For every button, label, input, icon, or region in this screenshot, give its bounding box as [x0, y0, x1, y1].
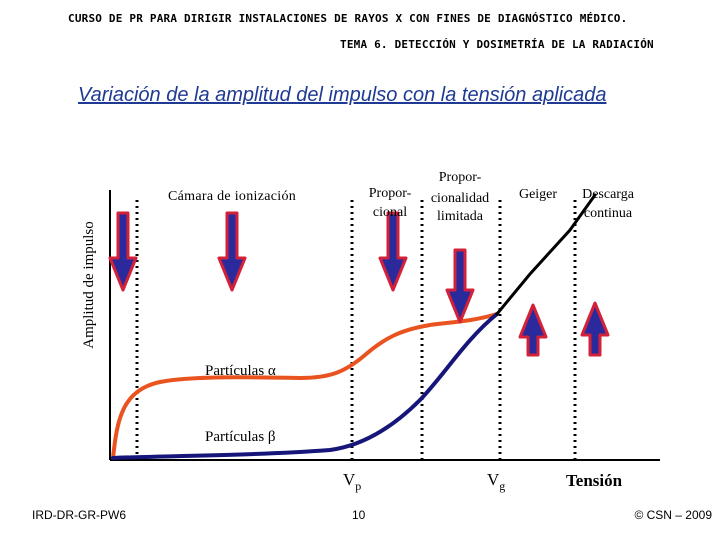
label-limited-2: cionalidad: [431, 191, 489, 206]
x-axis-label: Tensión: [566, 471, 623, 490]
arrow-up-discharge: [580, 301, 610, 357]
alpha-curve: [111, 312, 499, 460]
tick-vg-main: V: [487, 470, 500, 489]
y-axis-label: Amplitud de impulso: [81, 221, 97, 349]
copyright: © CSN – 2009: [634, 508, 712, 522]
tick-vg: Vg: [487, 470, 505, 493]
merged-curve: [495, 193, 597, 316]
arrow-down-proportional: [378, 211, 408, 292]
label-ionization: Cámara de ionización: [168, 189, 296, 204]
label-limited-3: limitada: [437, 209, 484, 224]
slide-title: Variación de la amplitud del impulso con…: [78, 84, 607, 106]
label-proportional-1: Propor-: [369, 186, 412, 201]
course-header: CURSO DE PR PARA DIRIGIR INSTALACIONES D…: [68, 12, 628, 25]
arrow-up-geiger: [518, 303, 548, 357]
tick-vp-main: V: [343, 470, 356, 489]
label-limited-1: Propor-: [439, 170, 482, 185]
label-beta: Partículas β: [205, 429, 276, 445]
label-discharge-1: Descarga: [582, 187, 635, 202]
tick-vp-sub: p: [355, 479, 361, 493]
arrow-down-limited: [445, 248, 475, 324]
page-number: 10: [352, 508, 366, 522]
label-alpha: Partículas α: [205, 363, 276, 379]
region-boundaries: [135, 200, 577, 460]
arrow-down-ionization: [108, 211, 138, 292]
slide-code: IRD-DR-GR-PW6: [32, 508, 126, 522]
label-geiger: Geiger: [519, 187, 557, 202]
arrow-group: [108, 211, 610, 357]
beta-curve: [111, 312, 499, 460]
arrow-down-cavity: [217, 211, 247, 292]
tick-vg-sub: g: [499, 479, 505, 493]
label-discharge-2: continua: [584, 206, 633, 221]
label-proportional-2: cional: [373, 205, 407, 220]
topic-header: TEMA 6. DETECCIÓN Y DOSIMETRÍA DE LA RAD…: [340, 38, 654, 51]
tick-vp: Vp: [343, 470, 361, 493]
